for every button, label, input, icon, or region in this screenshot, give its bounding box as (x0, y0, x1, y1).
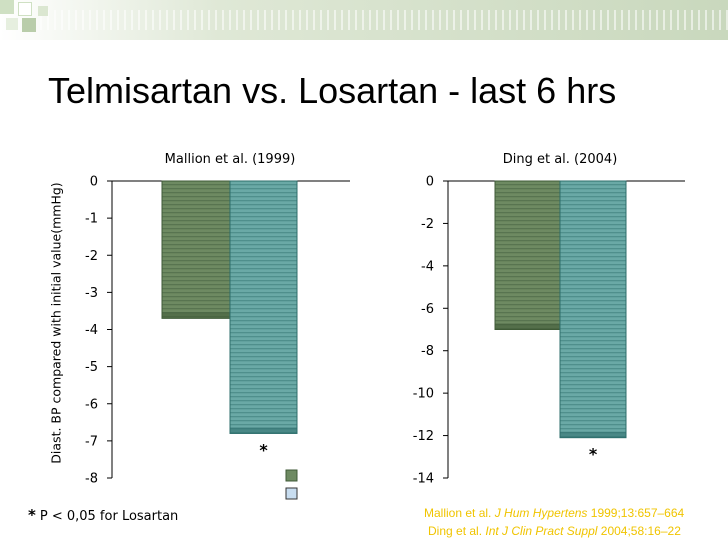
legend (285, 469, 298, 500)
y-tick-label: -1 (85, 212, 98, 227)
y-tick-label: -8 (85, 472, 98, 487)
bar-base-accent (560, 431, 626, 438)
bar-telmisartan (161, 180, 231, 319)
bar-base-accent (162, 312, 230, 319)
reference-2: Ding et al. Int J Clin Pract Suppl 2004;… (424, 522, 728, 540)
references: Mallion et al. J Hum Hypertens 1999;13:6… (424, 504, 728, 540)
legend-losartan-swatch (285, 487, 298, 500)
bar-base-accent (495, 323, 560, 330)
y-tick-label: -14 (413, 472, 434, 487)
corner-square (0, 0, 14, 14)
corner-decoration (0, 0, 60, 46)
significance-marker: * (259, 440, 268, 459)
footnote-symbol: * (28, 506, 36, 524)
y-tick-label: -4 (421, 259, 434, 274)
corner-square (18, 2, 32, 16)
legend-telmisartan-swatch (285, 469, 298, 482)
corner-square (6, 18, 18, 30)
bar-telmisartan (494, 180, 561, 330)
y-tick-label: -12 (413, 429, 434, 444)
y-tick-label: 0 (90, 175, 98, 190)
slide-title: Telmisartan vs. Losartan - last 6 hrs (48, 70, 617, 111)
y-tick-label: -7 (85, 434, 98, 449)
y-tick-label: -10 (413, 387, 434, 402)
footnote-text: P < 0,05 for Losartan (39, 509, 179, 524)
y-tick-label: -2 (85, 249, 98, 264)
y-tick-label: 0 (426, 175, 434, 190)
y-tick-label: -3 (85, 286, 98, 301)
chart-title: Ding et al. (2004) (503, 152, 618, 167)
y-tick-label: -6 (85, 397, 98, 412)
significance-marker: * (589, 445, 598, 464)
reference-authors: Ding et al. (428, 524, 483, 538)
footnote: * P < 0,05 for Losartan (28, 506, 178, 524)
header-band (0, 0, 728, 40)
chart-mallion: Mallion et al. (1999) 0 -1 -2 -3 -4 -5 -6 -7 -8 * (85, 152, 350, 487)
corner-square (22, 18, 36, 32)
y-tick-label: -5 (85, 360, 98, 375)
reference-details: 2004;58:16–22 (600, 524, 681, 538)
reference-1: Mallion et al. J Hum Hypertens 1999;13:6… (424, 504, 728, 522)
y-tick-label: -4 (85, 323, 98, 338)
reference-journal: Int J Clin Pract Suppl (485, 524, 598, 538)
header-band-stripes (40, 10, 728, 30)
reference-journal: J Hum Hypertens (494, 506, 588, 520)
reference-authors: Mallion et al. (424, 506, 492, 520)
reference-details: 1999;13:657–664 (590, 506, 685, 520)
bar-base-accent (230, 427, 297, 434)
y-tick-label: -2 (421, 217, 434, 232)
y-tick-label: -8 (421, 344, 434, 359)
bar-losartan (229, 180, 298, 434)
corner-square (38, 6, 48, 16)
y-tick-label: -6 (421, 302, 434, 317)
chart-title: Mallion et al. (1999) (165, 152, 296, 167)
chart-ding: Ding et al. (2004) 0 -2 -4 -6 -8 -10 -12 -14 * (413, 152, 685, 487)
bar-losartan (559, 180, 627, 439)
